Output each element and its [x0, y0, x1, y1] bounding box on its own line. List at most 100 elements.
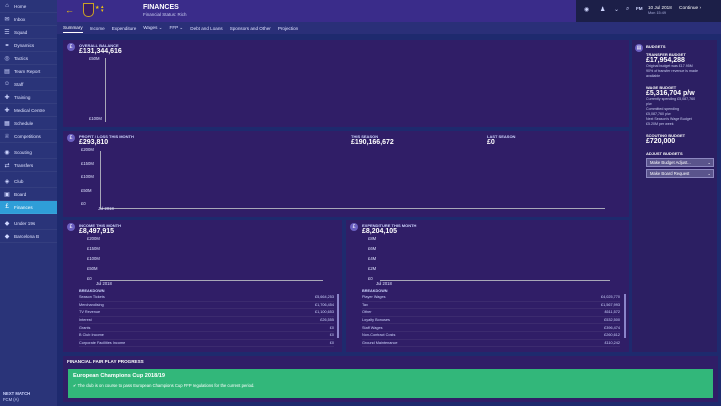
breakdown-name: Grants — [79, 325, 91, 330]
income-axis-tick: £150M — [87, 246, 100, 251]
breakdown-value: £1,100,653 — [314, 310, 334, 315]
club-badge-icon[interactable]: ◉ — [584, 7, 590, 13]
budget-note: Original budget was £17.95M — [646, 64, 693, 68]
breakdown-name: TV Revenue — [79, 310, 101, 315]
expenditure-breakdown-row: Staff Wages £396,474 — [362, 324, 620, 332]
overall-balance-label: OVERALL BALANCE — [79, 43, 119, 48]
transfer-budget-label: TRANSFER BUDGET — [646, 52, 686, 57]
sidebar-item-label: Board — [14, 191, 27, 197]
star-icon[interactable]: ★ — [95, 5, 100, 11]
income-scrollbar[interactable] — [337, 294, 339, 338]
switch-club-arrows-icon[interactable]: ▴ ▾ — [101, 4, 104, 14]
income-panel: £ INCOME THIS MONTH £8,497,915 £200M £150… — [63, 220, 342, 352]
transfers-icon: ⇄ — [4, 162, 10, 169]
profit-x-axis — [100, 208, 605, 209]
breakdown-name: Tax — [362, 302, 368, 307]
ffp-message: ✔ The club is on course to pass European… — [73, 383, 254, 388]
manager-icon[interactable]: ♟ — [600, 7, 606, 13]
sidebar-item-team-report[interactable]: ▤ Team Report — [0, 65, 57, 78]
overall-balance-panel: £ OVERALL BALANCE £131,344,616 £50M £100… — [63, 40, 629, 127]
sidebar-item-squad[interactable]: ☰ Squad — [0, 26, 57, 39]
income-axis-tick: £200M — [87, 236, 100, 241]
breakdown-value: £0 — [329, 340, 334, 345]
sidebar-item-dynamics[interactable]: ⚭ Dynamics — [0, 39, 57, 52]
tab-summary[interactable]: Summary — [63, 23, 83, 33]
expenditure-scrollbar[interactable] — [624, 294, 626, 338]
tab-sponsors-and-other[interactable]: Sponsors and Other — [229, 25, 271, 31]
balance-icon: £ — [67, 43, 75, 51]
continue-button[interactable]: Continue › — [679, 6, 701, 11]
overall-balance-value: £131,344,616 — [79, 48, 122, 55]
expenditure-breakdown-row: Other £611,572 — [362, 309, 620, 317]
wage-budget-label: WAGE BUDGET — [646, 85, 677, 91]
fm-logo-icon[interactable]: FM — [636, 6, 643, 11]
budget-note: 90% of transfer revenue is made — [646, 69, 698, 74]
expenditure-breakdown-row: Player Wages £4,025,770 — [362, 294, 620, 302]
sidebar-item-schedule[interactable]: ▦ Schedule — [0, 117, 57, 130]
sidebar-item-club[interactable]: ◈ Club — [0, 175, 57, 188]
breakdown-value: £611,572 — [604, 310, 620, 315]
budget-note: available — [646, 74, 661, 79]
tab-wages[interactable]: Wages ⌄ — [143, 25, 163, 30]
current-date: 10 Jul 2018 — [648, 5, 672, 10]
breakdown-name: Staff Wages — [362, 325, 383, 330]
sidebar-item-home[interactable]: ⌂ Home — [0, 0, 57, 13]
balance-axis-bottom: £100M — [89, 116, 102, 121]
sidebar-item-staff[interactable]: ☺ Staff — [0, 78, 57, 91]
breakdown-value: £0 — [329, 325, 334, 330]
tab-ffp[interactable]: FFP ⌄ — [169, 25, 184, 30]
sidebar-item-scouting[interactable]: ◉ Scouting — [0, 146, 57, 159]
sidebar-item-competitions[interactable]: ♕ Competitions — [0, 130, 57, 143]
tab-projection[interactable]: Projection — [277, 25, 299, 31]
expenditure-breakdown-row: Non-Contract Costs £260,612 — [362, 332, 620, 340]
sidebar-item-transfers[interactable]: ⇄ Transfers — [0, 159, 57, 172]
inbox-icon: ✉ — [4, 16, 10, 23]
profit-y-axis — [100, 151, 101, 209]
search-icon[interactable]: ⌕ — [626, 6, 630, 12]
header: ← ★ ▴ ▾ FINANCES Financial Status: Rich ◉… — [57, 0, 721, 22]
expenditure-label: EXPENDITURE THIS MONTH — [362, 223, 417, 228]
sidebar: ⌂ Home ✉ Inbox ☰ Squad ⚭ Dynamics ◎ Tactics ▤ Team … — [0, 0, 57, 406]
expenditure-breakdown-list: Player Wages £4,025,770 Tax £1,567,993 Other… — [362, 294, 620, 348]
tab-expenditure[interactable]: Expenditure — [111, 25, 137, 31]
continue-arrow-icon: › — [699, 6, 702, 11]
breakdown-name: Interest — [79, 318, 92, 323]
income-breakdown-row: Grants £0 — [79, 324, 334, 332]
breakdown-name: Player Wages — [362, 295, 386, 300]
sidebar-item-training[interactable]: ✚ Training — [0, 91, 57, 104]
sidebar-item-label: Barcelona B — [14, 233, 40, 239]
back-arrow-icon[interactable]: ← — [65, 5, 74, 15]
budget-adjust-dropdown[interactable]: Make Budget Adjust... ⌄ — [646, 158, 714, 168]
income-breakdown-row: B Club Income £0 — [79, 332, 334, 340]
breakdown-name: Season Tickets — [79, 295, 105, 300]
board-request-dropdown[interactable]: Make Board Request ⌄ — [646, 169, 714, 179]
sidebar-item-barcelona-b[interactable]: ◆ Barcelona B — [0, 230, 57, 243]
breakdown-value: £26,555 — [320, 318, 334, 323]
next-match[interactable]: NEXT MATCH FCM (A) — [3, 391, 30, 402]
income-icon: £ — [67, 223, 75, 231]
sidebar-item-under-19s[interactable]: ◆ Under 19s — [0, 217, 57, 230]
breakdown-value: £4,025,770 — [600, 295, 620, 300]
breakdown-value: £110,242 — [604, 340, 620, 345]
tab-income[interactable]: Income — [89, 25, 105, 31]
balance-axis-top: £50M — [89, 56, 100, 61]
breakdown-name: Corporate Facilities Income — [79, 340, 126, 345]
sidebar-item-tactics[interactable]: ◎ Tactics — [0, 52, 57, 65]
club-crest[interactable] — [83, 3, 94, 17]
income-x-axis — [100, 280, 323, 281]
breakdown-name: Other — [362, 310, 372, 315]
chevron-down-icon[interactable]: ⌄ — [614, 7, 620, 13]
sidebar-item-finances[interactable]: £ Finances — [0, 201, 57, 214]
ffp-competition[interactable]: European Champions Cup 2018/19 — [73, 373, 166, 379]
budget-note: £5,087,760 p/w — [646, 112, 671, 117]
tab-debt-and-loans[interactable]: Debt and Loans — [190, 25, 223, 31]
sidebar-item-label: Club — [14, 178, 24, 184]
breakdown-name: Non-Contract Costs — [362, 333, 396, 338]
sidebar-item-label: Competitions — [14, 133, 41, 139]
sidebar-item-medical-centre[interactable]: ✚ Medical Centre — [0, 104, 57, 117]
sidebar-item-board[interactable]: ▣ Board — [0, 188, 57, 201]
sidebar-item-inbox[interactable]: ✉ Inbox — [0, 13, 57, 26]
board-request-label: Make Board Request — [650, 171, 690, 177]
sidebar-item-label: Dynamics — [14, 42, 35, 48]
income-breakdown-row: Merchandising £1,706,454 — [79, 302, 334, 310]
